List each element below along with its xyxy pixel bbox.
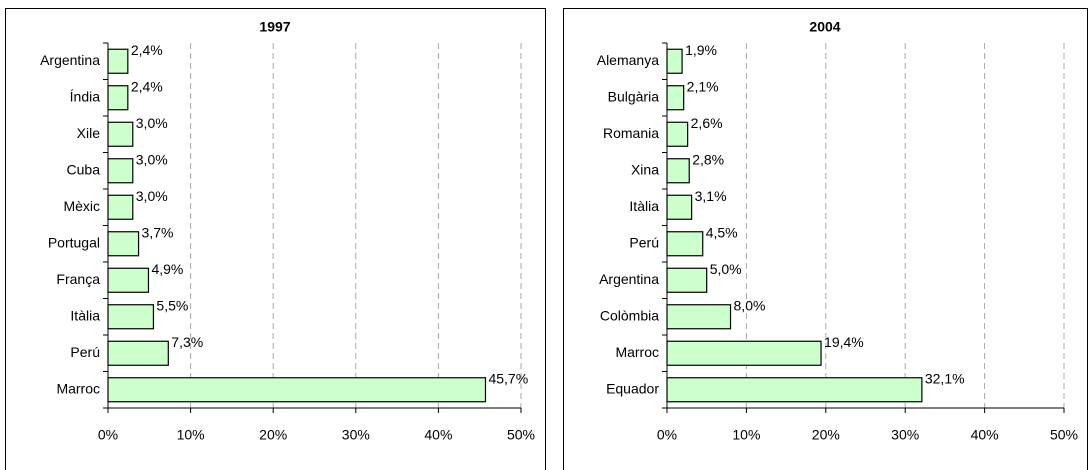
value-label: 2,1%: [687, 78, 719, 94]
x-tick-label: 30%: [891, 427, 919, 443]
bar: [107, 85, 129, 111]
x-tick-label: 30%: [342, 427, 370, 443]
value-label: 3,1%: [695, 188, 727, 204]
value-label: 8,0%: [734, 297, 766, 313]
chart-title: 2004: [809, 19, 840, 35]
y-tick-label: Portugal: [48, 234, 100, 250]
bar: [666, 85, 685, 111]
value-label: 32,1%: [925, 370, 965, 386]
y-tick-label: Alemanya: [597, 52, 659, 68]
bar: [107, 158, 134, 184]
chart-title: 1997: [259, 19, 290, 35]
value-label: 45,7%: [488, 370, 528, 386]
value-label: 2,8%: [692, 151, 724, 167]
y-tick-label: Colòmbia: [600, 307, 659, 323]
bar: [107, 121, 134, 147]
y-tick-label: Marroc: [615, 344, 659, 360]
bar: [666, 194, 693, 220]
value-label: 1,9%: [685, 42, 717, 58]
value-label: 3,0%: [136, 188, 168, 204]
bar: [666, 340, 822, 366]
y-tick-label: Romania: [603, 125, 659, 141]
value-label: 2,4%: [131, 42, 163, 58]
y-tick-label: Xina: [631, 161, 659, 177]
value-label: 3,0%: [136, 151, 168, 167]
value-label: 3,7%: [142, 224, 174, 240]
x-tick-label: 20%: [259, 427, 287, 443]
value-label: 4,9%: [151, 261, 183, 277]
bar: [666, 231, 704, 257]
value-label: 7,3%: [171, 334, 203, 350]
x-tick-label: 20%: [812, 427, 840, 443]
y-tick-label: Cuba: [67, 161, 101, 177]
bar: [666, 48, 683, 74]
y-tick-label: Mèxic: [63, 198, 100, 214]
bar: [666, 121, 689, 147]
x-tick-label: 40%: [971, 427, 999, 443]
bar: [107, 194, 134, 220]
bar: [666, 304, 732, 330]
y-tick-label: Equador: [606, 380, 659, 396]
y-tick-label: Marroc: [56, 380, 100, 396]
value-label: 19,4%: [824, 334, 864, 350]
x-tick-label: 10%: [177, 427, 205, 443]
x-tick-label: 0%: [657, 427, 677, 443]
y-tick-label: França: [56, 271, 100, 287]
y-tick-label: Perú: [629, 234, 659, 250]
value-label: 2,4%: [131, 78, 163, 94]
x-tick-label: 40%: [424, 427, 452, 443]
x-tick-label: 50%: [1050, 427, 1078, 443]
x-tick-label: 50%: [507, 427, 535, 443]
y-tick-label: Argentina: [599, 271, 659, 287]
bar: [107, 377, 487, 403]
x-tick-label: 10%: [732, 427, 760, 443]
y-tick-label: Bulgària: [608, 88, 660, 104]
value-label: 3,0%: [136, 115, 168, 131]
bar: [107, 304, 155, 330]
bar: [107, 231, 140, 257]
x-tick-label: 0%: [98, 427, 118, 443]
value-label: 5,0%: [710, 261, 742, 277]
value-label: 2,6%: [691, 115, 723, 131]
bar: [107, 48, 129, 74]
value-label: 4,5%: [706, 224, 738, 240]
y-tick-label: Perú: [70, 344, 100, 360]
value-label: 5,5%: [156, 297, 188, 313]
bar: [107, 267, 150, 293]
y-tick-label: Itàlia: [70, 307, 100, 323]
y-tick-label: Índia: [70, 88, 101, 104]
bar: [666, 267, 708, 293]
bar: [107, 340, 169, 366]
y-tick-label: Xile: [77, 125, 101, 141]
y-tick-label: Argentina: [40, 52, 100, 68]
bar: [666, 158, 690, 184]
y-tick-label: Itàlia: [629, 198, 659, 214]
bar: [666, 377, 923, 403]
